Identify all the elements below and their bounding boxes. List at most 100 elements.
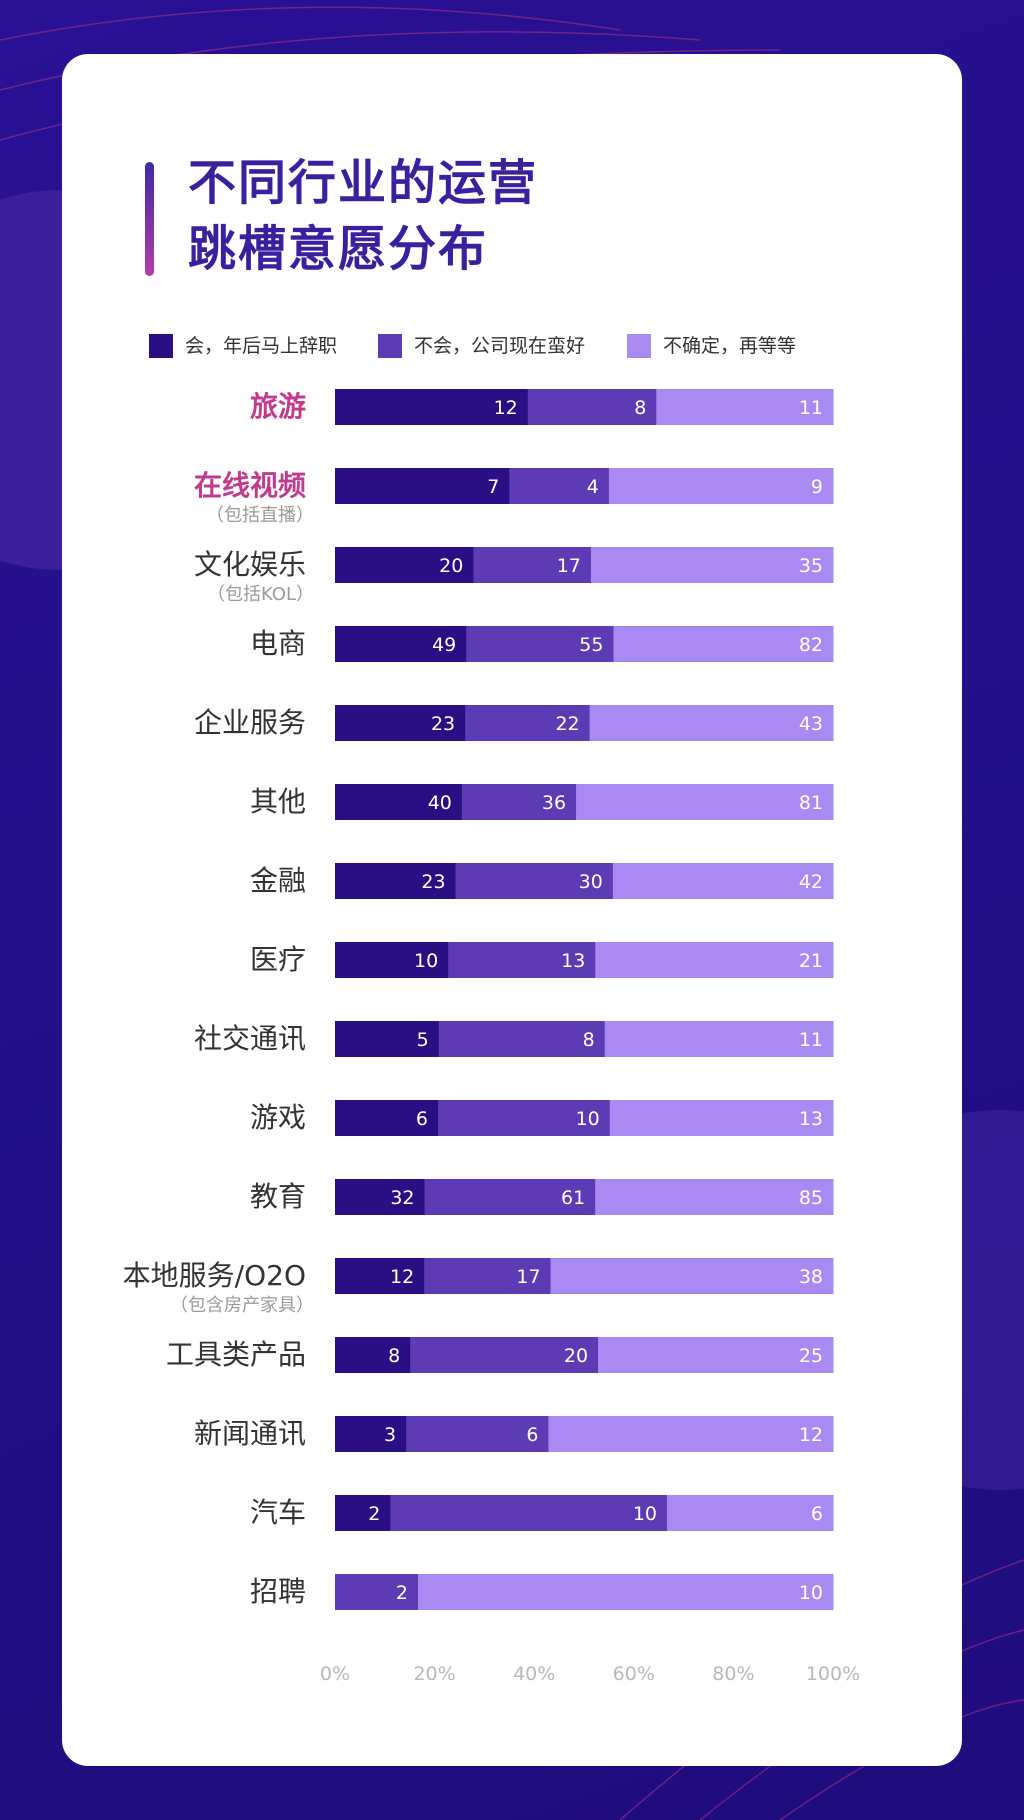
category-label-6: 其他 (250, 785, 306, 818)
data-label-2-3: 9 (811, 476, 823, 498)
data-label-11-2: 61 (561, 1187, 585, 1209)
chart-title-line-1: 不同行业的运营 (188, 155, 539, 211)
data-label-8-2: 13 (561, 950, 585, 972)
bar-segment-1-3 (656, 389, 834, 425)
bar-segment-8-2 (448, 942, 596, 978)
category-sublabel-2: （包括直播） (206, 505, 314, 526)
data-label-7-2: 30 (579, 871, 603, 893)
category-label-4: 电商 (250, 627, 306, 660)
bar-segment-3-3 (590, 547, 834, 583)
data-label-6-1: 40 (428, 792, 452, 814)
data-label-5-1: 23 (431, 713, 455, 735)
bar-segment-11-3 (595, 1179, 834, 1215)
bar-segment-14-2 (406, 1416, 549, 1452)
data-label-1-3: 11 (799, 397, 823, 419)
bar-segment-15-3 (667, 1495, 834, 1531)
data-label-3-3: 35 (799, 555, 823, 577)
bar-segment-4-3 (613, 626, 834, 662)
data-label-15-3: 6 (811, 1503, 823, 1525)
bar-segment-5-1 (335, 705, 466, 741)
bar-segment-2-1 (335, 468, 510, 504)
data-label-12-2: 17 (516, 1266, 540, 1288)
bar-segment-5-2 (465, 705, 591, 741)
bar-segment-7-2 (455, 863, 614, 899)
x-tick-label-3: 40% (513, 1663, 555, 1685)
data-label-5-2: 22 (555, 713, 579, 735)
data-label-10-2: 10 (576, 1108, 600, 1130)
data-label-1-2: 8 (634, 397, 646, 419)
bar-segment-11-1 (335, 1179, 426, 1215)
x-tick-label-1: 0% (320, 1663, 350, 1685)
data-label-13-1: 8 (388, 1345, 400, 1367)
bar-segment-15-2 (390, 1495, 668, 1531)
card (62, 54, 962, 1766)
bar-segment-13-2 (410, 1337, 599, 1373)
data-label-14-3: 12 (799, 1424, 823, 1446)
category-label-13: 工具类产品 (166, 1338, 306, 1371)
category-label-16: 招聘 (250, 1575, 306, 1608)
legend-swatch-s1 (149, 334, 173, 358)
chart-title: 不同行业的运营 跳槽意愿分布 (188, 150, 538, 282)
x-tick-label-5: 80% (712, 1663, 754, 1685)
data-label-11-1: 32 (390, 1187, 414, 1209)
data-label-13-2: 20 (564, 1345, 588, 1367)
data-label-15-2: 10 (633, 1503, 657, 1525)
bar-segment-9-2 (438, 1021, 606, 1057)
bar-segment-8-3 (595, 942, 834, 978)
data-label-6-2: 36 (542, 792, 566, 814)
category-sublabel-12: （包含房产家具） (170, 1295, 314, 1316)
bar-segment-10-1 (335, 1100, 439, 1136)
data-label-2-2: 4 (587, 476, 599, 498)
category-label-2: 在线视频 (194, 469, 306, 502)
title-accent-bar (145, 162, 154, 276)
category-sublabel-3: （包括KOL） (207, 584, 314, 605)
bar-segment-6-1 (335, 784, 463, 820)
bar-segment-7-1 (335, 863, 457, 899)
data-label-6-3: 81 (799, 792, 823, 814)
data-label-12-1: 12 (390, 1266, 414, 1288)
data-label-9-2: 8 (583, 1029, 595, 1051)
chart-title-line-2: 跳槽意愿分布 (188, 221, 489, 277)
bar-segment-13-3 (598, 1337, 834, 1373)
bar-segment-16-2 (335, 1574, 419, 1610)
bar-segment-9-1 (335, 1021, 440, 1057)
data-label-16-2: 2 (396, 1582, 408, 1604)
bar-segment-9-3 (604, 1021, 834, 1057)
bar-segment-3-1 (335, 547, 474, 583)
legend-label-s1: 会，年后马上辞职 (185, 335, 338, 357)
category-label-12: 本地服务/O2O (123, 1259, 306, 1292)
bar-segment-12-2 (424, 1258, 552, 1294)
bar-segment-12-1 (335, 1258, 425, 1294)
bar-segment-11-2 (424, 1179, 596, 1215)
data-label-8-3: 21 (799, 950, 823, 972)
category-label-5: 企业服务 (194, 706, 306, 739)
legend-label-s3: 不确定，再等等 (663, 335, 797, 357)
category-label-8: 医疗 (250, 943, 306, 976)
bar-segment-10-2 (438, 1100, 611, 1136)
data-label-11-3: 85 (799, 1187, 823, 1209)
data-label-4-1: 49 (432, 634, 456, 656)
bar-segment-10-3 (609, 1100, 834, 1136)
bar-segment-6-3 (576, 784, 834, 820)
category-label-7: 金融 (250, 864, 306, 897)
data-label-2-1: 7 (487, 476, 499, 498)
bar-segment-2-3 (608, 468, 834, 504)
bar-segment-1-1 (335, 389, 529, 425)
data-label-4-3: 82 (799, 634, 823, 656)
data-label-14-1: 3 (384, 1424, 396, 1446)
category-label-15: 汽车 (250, 1496, 306, 1529)
x-tick-label-6: 100% (806, 1663, 860, 1685)
data-label-9-3: 11 (799, 1029, 823, 1051)
bar-segment-6-2 (461, 784, 577, 820)
data-label-7-1: 23 (421, 871, 445, 893)
legend-swatch-s3 (627, 334, 651, 358)
bar-segment-16-3 (418, 1574, 834, 1610)
bar-segment-8-1 (335, 942, 449, 978)
legend-label-s2: 不会，公司现在蛮好 (414, 335, 586, 357)
data-label-7-3: 42 (799, 871, 823, 893)
category-label-9: 社交通讯 (194, 1022, 306, 1055)
bar-segment-13-1 (335, 1337, 411, 1373)
data-label-14-2: 6 (526, 1424, 538, 1446)
category-label-1: 旅游 (250, 390, 306, 423)
